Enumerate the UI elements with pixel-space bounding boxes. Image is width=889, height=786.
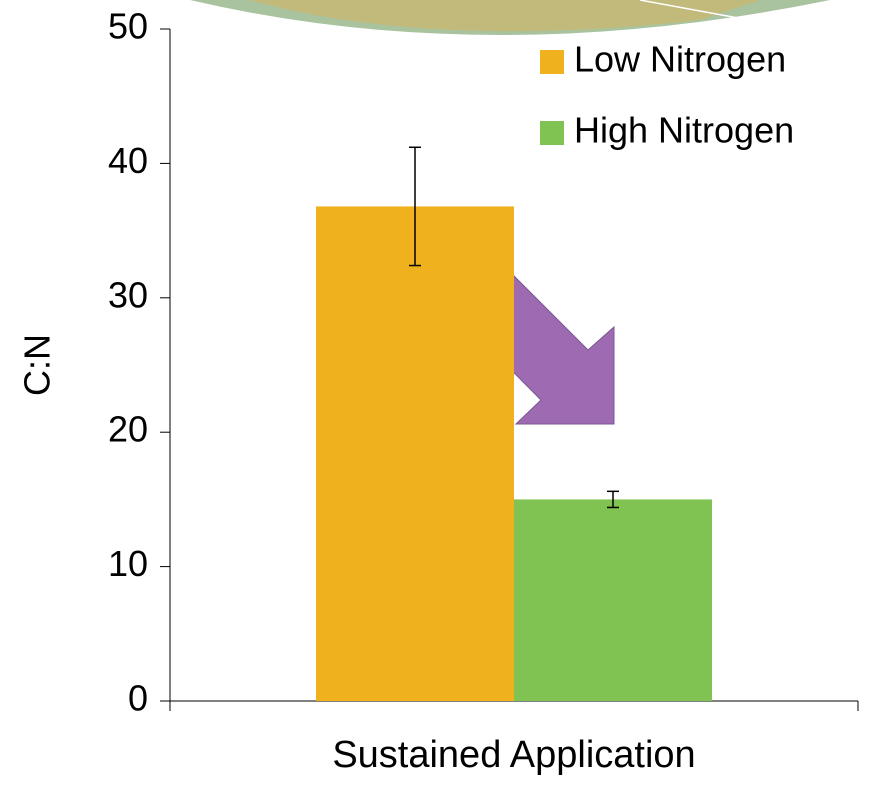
y-axis-label: C:N: [17, 334, 58, 396]
bar: [514, 499, 712, 701]
legend-swatch: [540, 50, 564, 74]
legend-swatch: [540, 121, 564, 145]
bar: [316, 206, 514, 701]
y-tick-label: 10: [108, 543, 148, 584]
x-tick-label: Sustained Application: [332, 734, 695, 776]
error-bar: [607, 490, 619, 509]
legend-label: Low Nitrogen: [574, 39, 786, 80]
y-tick-label: 30: [108, 274, 148, 315]
y-tick-label: 20: [108, 409, 148, 450]
legend-label: High Nitrogen: [574, 110, 794, 151]
decoration: [190, 0, 830, 35]
error-bar: [409, 146, 421, 267]
y-tick-label: 40: [108, 140, 148, 181]
y-tick-label: 0: [128, 678, 148, 719]
y-tick-label: 50: [108, 6, 148, 47]
